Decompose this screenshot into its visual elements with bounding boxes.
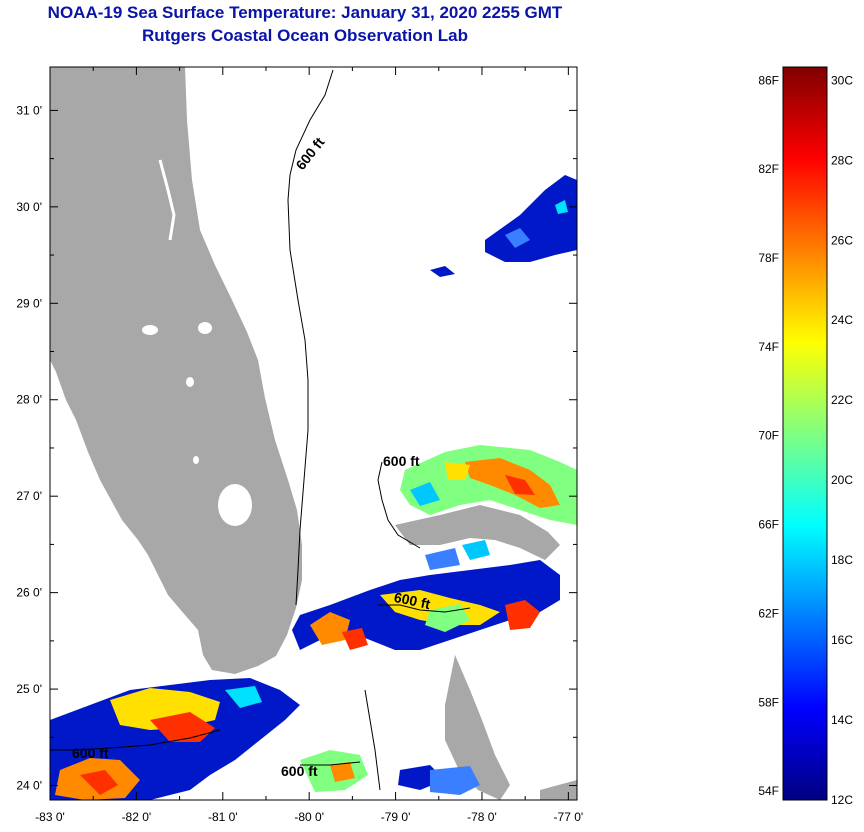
bathymetry-contours <box>50 69 471 791</box>
lon-tick-label: -77 0' <box>554 810 584 824</box>
lake <box>186 377 194 387</box>
lon-tick-label: -79 0' <box>381 810 411 824</box>
colorbar-c-label: 28C <box>831 153 853 167</box>
colorbar-c-label: 20C <box>831 473 853 487</box>
lon-tick-label: -78 0' <box>467 810 497 824</box>
colorbar-c-label: 18C <box>831 553 853 567</box>
bahamas-land <box>445 655 510 800</box>
lat-tick-label: 31 0' <box>16 103 42 117</box>
colorbar-f-label: 70F <box>758 429 779 443</box>
lon-tick-label: -80 0' <box>294 810 324 824</box>
contour-label-600ft: 600 ft <box>281 763 318 779</box>
lat-tick-label: 26 0' <box>16 586 42 600</box>
colorbar-celsius-labels: 30C 28C 26C 24C 22C 20C 18C 16C 14C 12C <box>831 73 853 807</box>
lake <box>142 325 158 335</box>
colorbar-c-label: 16C <box>831 633 853 647</box>
colorbar-c-label: 12C <box>831 793 853 807</box>
colorbar-c-label: 22C <box>831 393 853 407</box>
river <box>158 159 176 241</box>
lake <box>193 456 199 464</box>
longitude-labels: -83 0' -82 0' -81 0' -80 0' -79 0' -78 0' -77 … <box>35 810 583 824</box>
colorbar-f-label: 74F <box>758 340 779 354</box>
lake <box>198 322 212 334</box>
lake-okeechobee <box>218 484 252 526</box>
cuba-land <box>540 780 577 800</box>
map-frame <box>49 66 578 801</box>
colorbar <box>782 66 828 801</box>
colorbar-fahrenheit-labels: 86F 82F 78F 74F 70F 66F 62F 58F 54F <box>758 73 779 798</box>
lat-tick-label: 28 0' <box>16 393 42 407</box>
colorbar-f-label: 66F <box>758 518 779 532</box>
page-subtitle: Rutgers Coastal Ocean Observation Lab <box>142 26 468 45</box>
colorbar-c-label: 14C <box>831 713 853 727</box>
colorbar-f-label: 54F <box>758 784 779 798</box>
colorbar-f-label: 78F <box>758 251 779 265</box>
colorbar-f-label: 82F <box>758 162 779 176</box>
colorbar-f-label: 86F <box>758 73 779 87</box>
colorbar-f-label: 62F <box>758 606 779 620</box>
colorbar-c-label: 26C <box>831 233 853 247</box>
lon-tick-label: -81 0' <box>208 810 238 824</box>
page-title: NOAA-19 Sea Surface Temperature: January… <box>47 3 563 22</box>
bahamas-land <box>395 505 560 560</box>
lon-tick-label: -82 0' <box>122 810 152 824</box>
lat-tick-label: 24 0' <box>16 779 42 793</box>
lat-tick-label: 27 0' <box>16 489 42 503</box>
lat-tick-label: 29 0' <box>16 296 42 310</box>
colorbar-c-label: 24C <box>831 313 853 327</box>
sst-data-patches <box>50 175 577 800</box>
lon-tick-label: -83 0' <box>35 810 65 824</box>
lat-tick-label: 30 0' <box>16 200 42 214</box>
latitude-labels: 24 0' 25 0' 26 0' 27 0' 28 0' 29 0' 30 0' 31 0' <box>16 103 42 792</box>
contour-label-600ft: 600 ft <box>393 589 432 612</box>
colorbar-f-label: 58F <box>758 695 779 709</box>
contour-label-600ft: 600 ft <box>383 453 420 469</box>
contour-label-600ft: 600 ft <box>72 745 109 761</box>
lat-tick-label: 25 0' <box>16 682 42 696</box>
axis-ticks <box>49 67 577 800</box>
colorbar-c-label: 30C <box>831 73 853 87</box>
